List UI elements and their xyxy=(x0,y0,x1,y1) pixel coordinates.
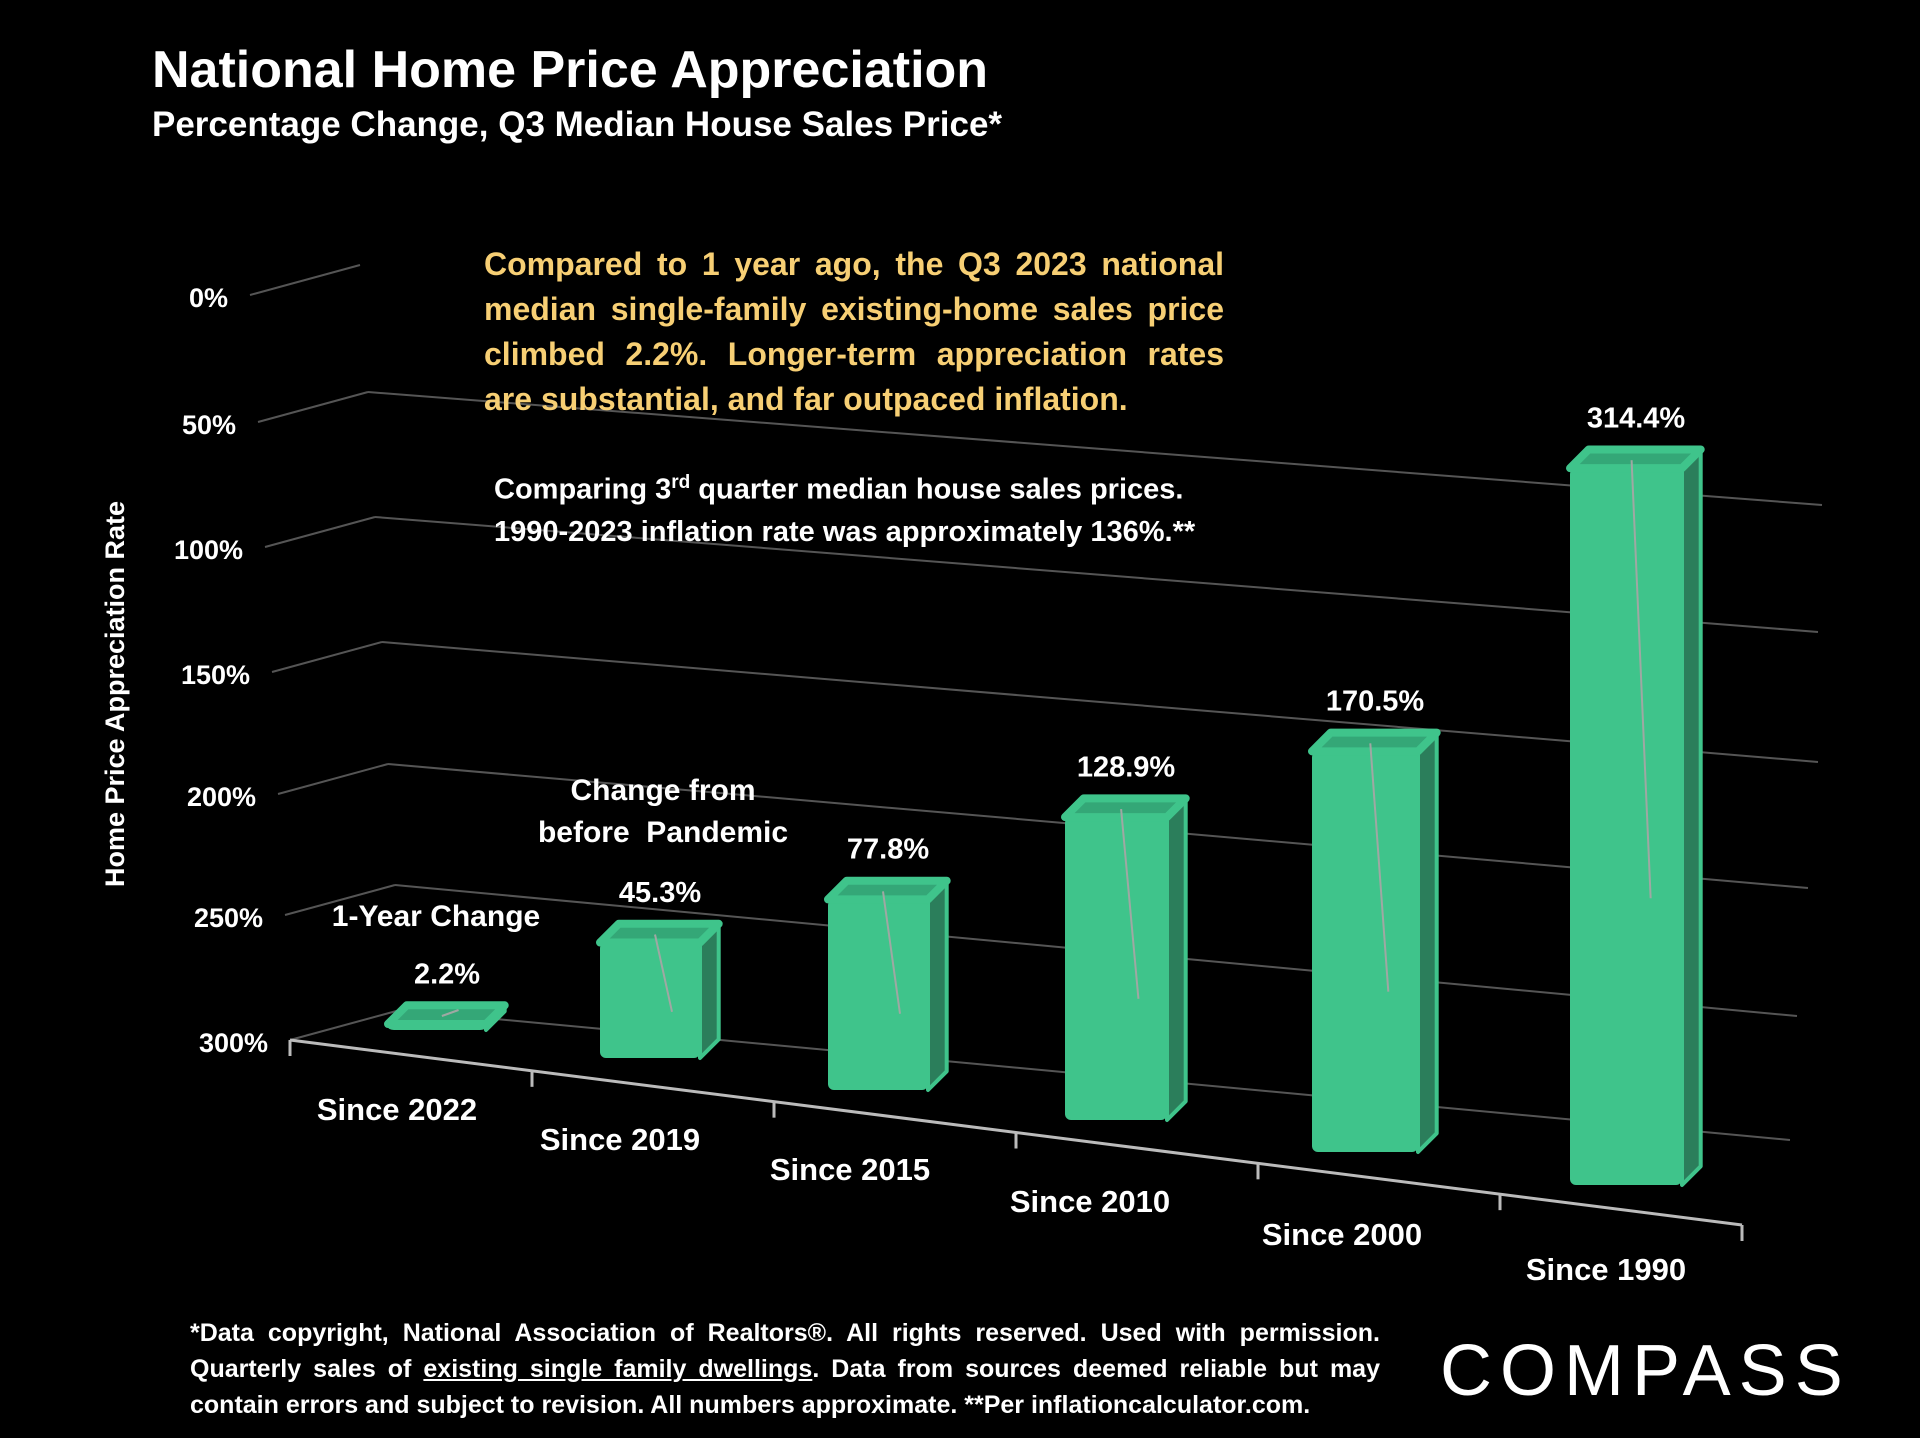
value-label: 2.2% xyxy=(414,958,480,990)
compass-logo: COMPASS xyxy=(1440,1331,1851,1411)
grid-line-left xyxy=(277,763,389,795)
grid-line-left xyxy=(257,391,369,423)
annotation-one-year: 1-Year Change xyxy=(332,900,540,933)
bar-side xyxy=(1680,447,1703,1187)
category-label: Since 2015 xyxy=(770,1152,930,1187)
inflation-note: Comparing 3rd quarter median house sales… xyxy=(494,462,1294,553)
grid-line-left xyxy=(249,264,361,296)
bar-top xyxy=(596,919,723,947)
bar-highlight xyxy=(882,891,901,1014)
bar-top xyxy=(1308,728,1441,756)
bar-highlight xyxy=(441,1009,459,1017)
bar-front xyxy=(1312,751,1418,1152)
x-axis xyxy=(288,1038,1744,1241)
category-label: Since 2010 xyxy=(1010,1184,1170,1219)
grid-line-left xyxy=(284,884,396,916)
y-tick-label: 250% xyxy=(194,903,263,933)
y-axis-label: Home Price Appreciation Rate xyxy=(100,501,130,887)
bar-top xyxy=(824,876,951,904)
callout-text: Compared to 1 year ago, the Q3 2023 nati… xyxy=(484,246,1224,417)
y-tick-label: 100% xyxy=(174,535,243,565)
bar-side xyxy=(926,878,949,1092)
page-subtitle: Percentage Change, Q3 Median House Sales… xyxy=(152,105,1003,144)
bar-side xyxy=(1165,796,1188,1122)
bar-highlight xyxy=(1369,743,1390,992)
bar xyxy=(1566,445,1705,1187)
footnote-part2: . Data from sources deemed reliable but … xyxy=(190,1355,1380,1419)
bar-front xyxy=(600,942,700,1058)
bar-front xyxy=(1570,468,1682,1186)
bar-front xyxy=(1065,817,1167,1120)
bar-highlight xyxy=(1120,808,1140,999)
bar xyxy=(1061,794,1190,1122)
value-labels: 2.2% 45.3% 77.8% 128.9% 170.5% 314.4% xyxy=(414,402,1685,990)
bar-highlight xyxy=(654,934,673,1013)
y-tick-label: 50% xyxy=(182,410,236,440)
bar xyxy=(384,1001,509,1032)
category-label: Since 2000 xyxy=(1262,1217,1422,1252)
bar xyxy=(824,876,951,1092)
value-label: 128.9% xyxy=(1077,751,1176,783)
bar-side xyxy=(1416,730,1439,1154)
y-tick-label: 300% xyxy=(199,1028,268,1058)
note-line1-suffix: quarter median house sales prices. xyxy=(690,473,1184,506)
bar-top xyxy=(1566,445,1705,473)
annotation-pandemic-line1: Change from xyxy=(570,774,755,807)
bar xyxy=(596,919,723,1060)
footnote: *Data copyright, National Association of… xyxy=(190,1315,1380,1423)
note-line1-sup: rd xyxy=(671,472,691,493)
category-label: Since 1990 xyxy=(1526,1252,1686,1287)
page-title: National Home Price Appreciation xyxy=(152,41,989,99)
category-labels: Since 2022 Since 2019 Since 2015 Since 2010… xyxy=(317,1092,1686,1287)
category-label: Since 2019 xyxy=(540,1122,700,1157)
value-label: 77.8% xyxy=(847,834,929,866)
footnote-link[interactable]: existing single family dwellings xyxy=(423,1355,813,1383)
grid-line-left xyxy=(264,516,376,548)
note-line-1: Comparing 3rd quarter median house sales… xyxy=(494,462,1294,511)
value-label: 314.4% xyxy=(1587,402,1686,434)
note-line1-prefix: Comparing 3 xyxy=(494,473,672,506)
bar-top xyxy=(1061,794,1190,822)
grid-line-left xyxy=(271,641,383,673)
bar-front xyxy=(828,899,928,1090)
value-label: 170.5% xyxy=(1326,686,1425,718)
bar-highlight xyxy=(1630,460,1652,899)
y-tick-label: 150% xyxy=(181,660,250,690)
y-tick-labels: 0% 50% 100% 150% 200% 250% 300% xyxy=(174,283,268,1058)
note-line-2: 1990-2023 inflation rate was approximate… xyxy=(494,515,1196,548)
grid-line-left xyxy=(289,1009,401,1041)
annotation-pandemic-line2: before Pandemic xyxy=(538,816,788,849)
y-tick-label: 0% xyxy=(189,283,228,313)
value-label: 45.3% xyxy=(619,877,701,909)
y-tick-label: 200% xyxy=(187,782,256,812)
footnote-part1: *Data copyright, National Association of… xyxy=(190,1319,1380,1383)
category-label: Since 2022 xyxy=(317,1092,477,1127)
bars xyxy=(384,445,1705,1187)
bar xyxy=(1308,728,1441,1154)
